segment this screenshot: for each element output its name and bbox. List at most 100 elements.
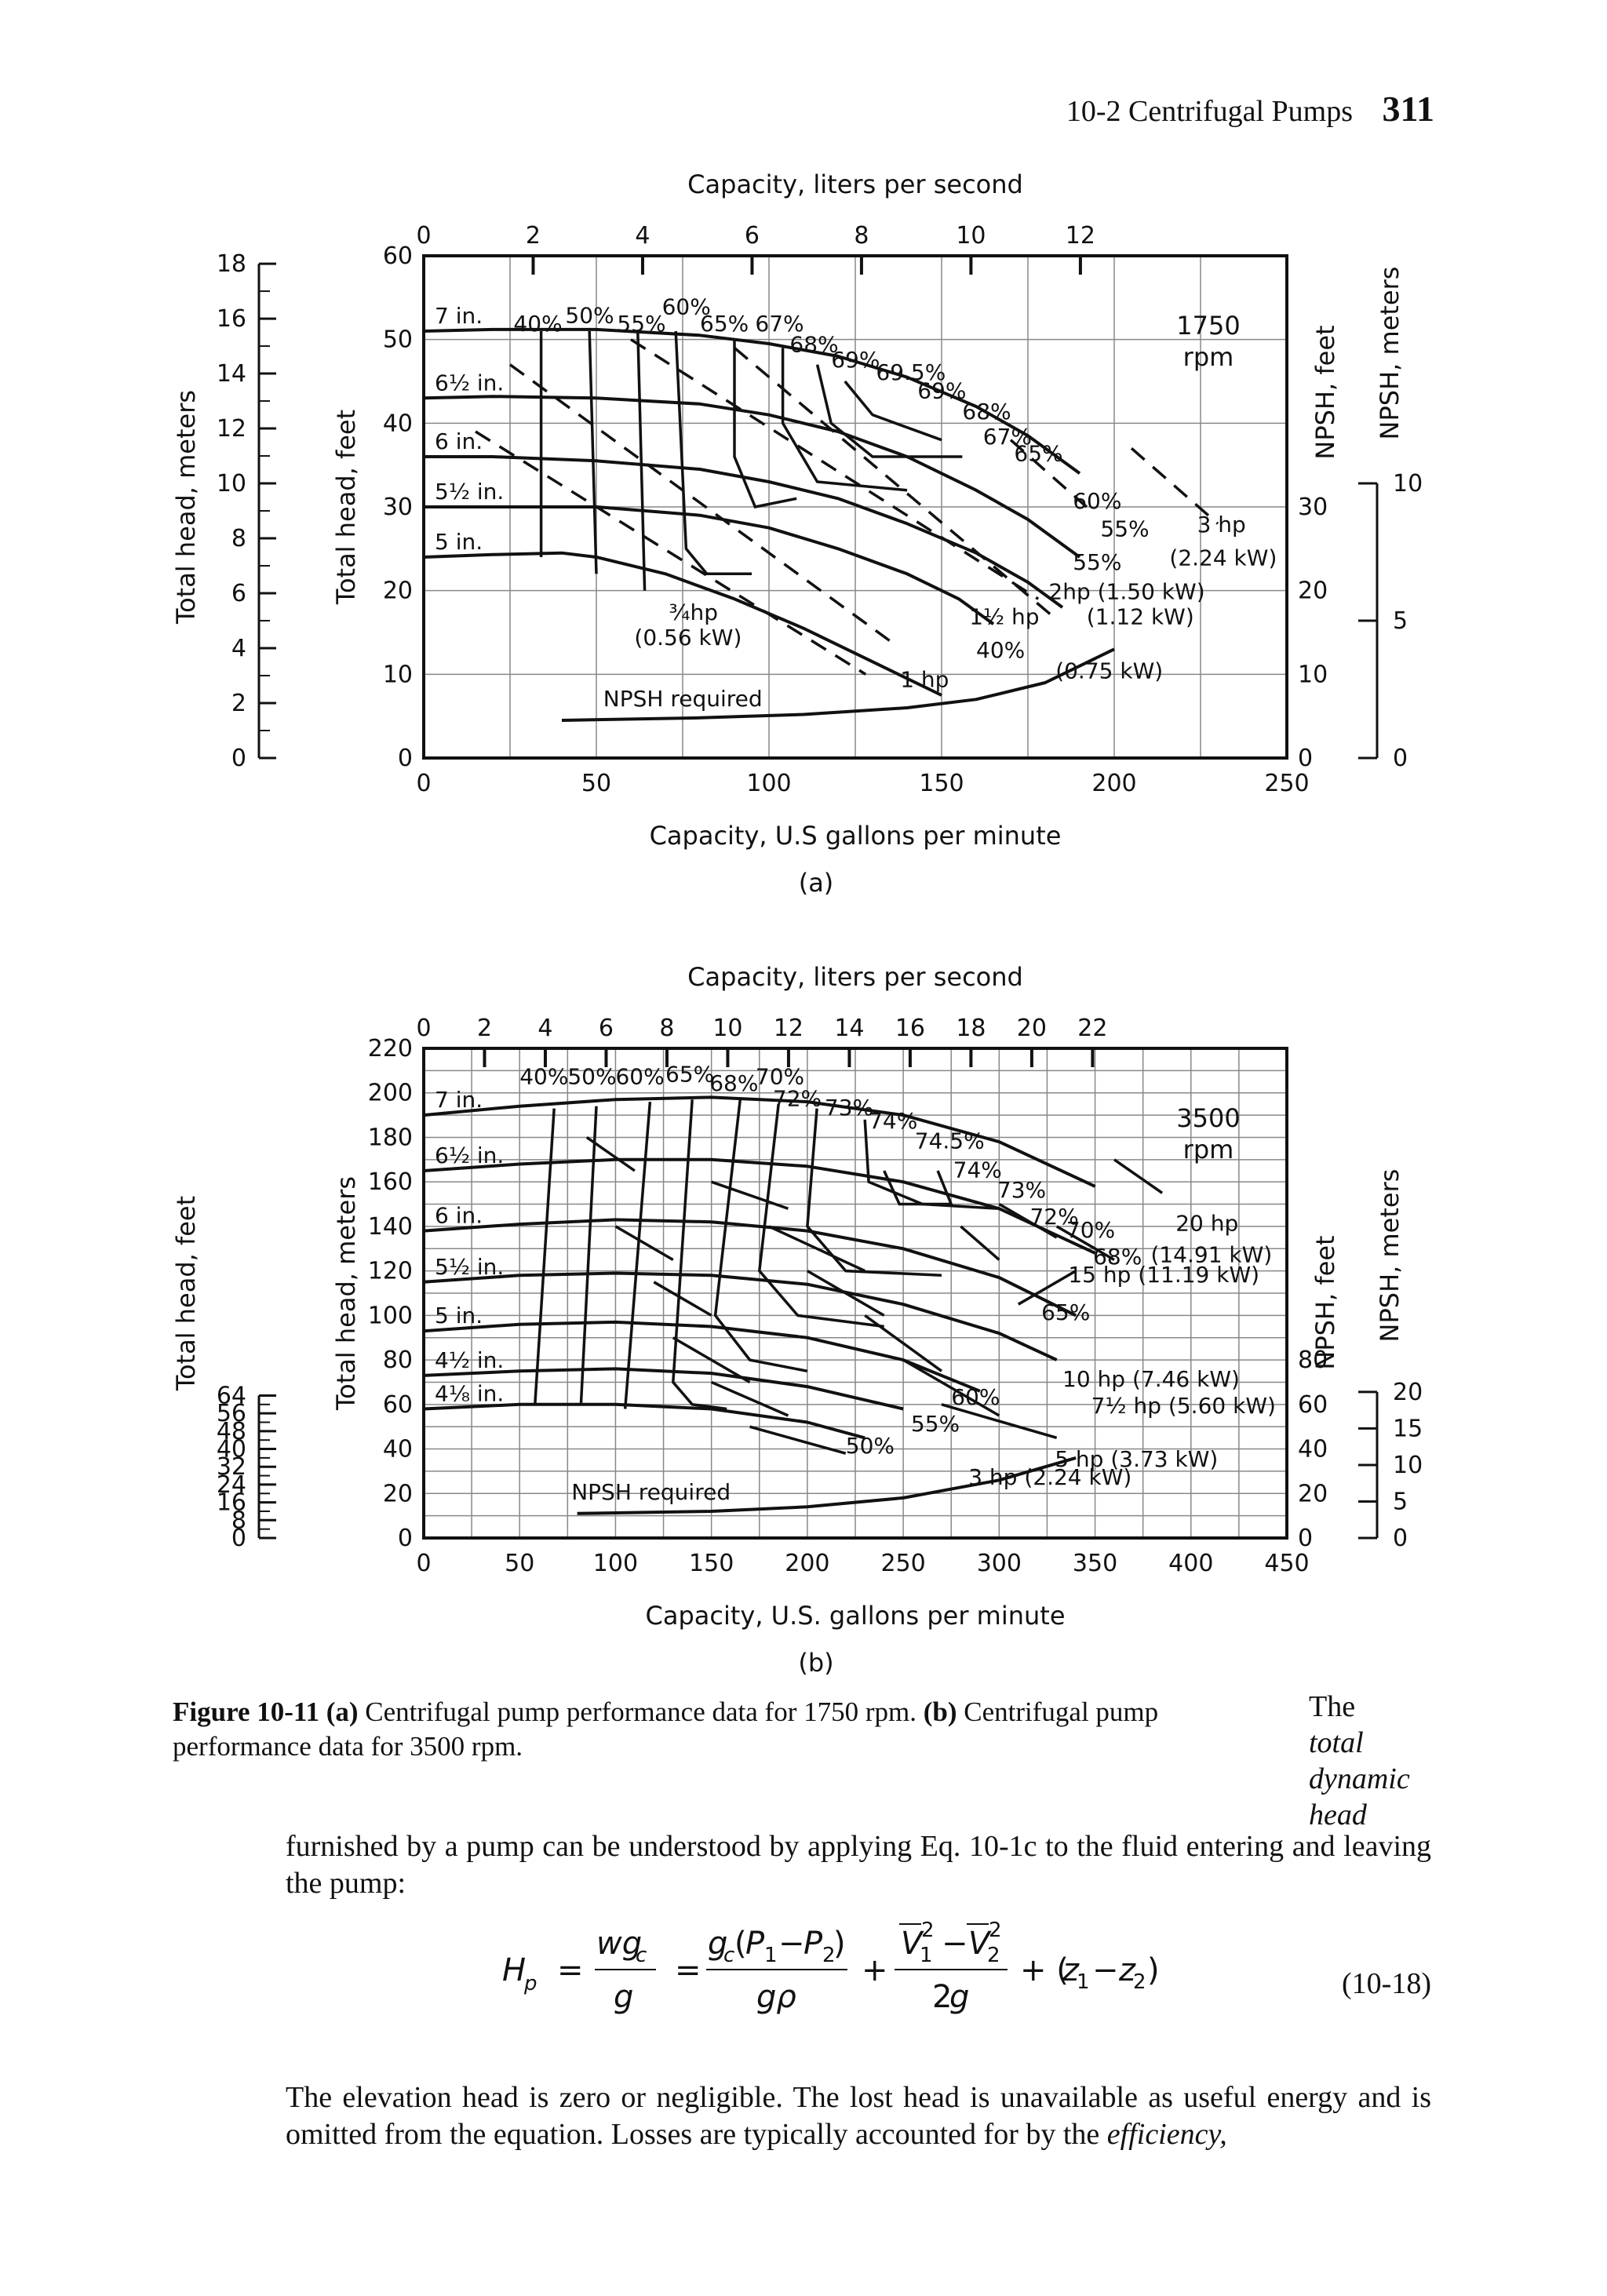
impeller-curve bbox=[423, 1402, 865, 1440]
svg-text:H: H bbox=[502, 1952, 526, 1988]
npsh-m-tick-label: 5 bbox=[1393, 1488, 1408, 1515]
impeller-curve bbox=[424, 505, 995, 625]
npsh-ft-tick-label: 20 bbox=[1298, 578, 1328, 605]
emphasis-word: efficiency, bbox=[1106, 2118, 1227, 2151]
x2-tick-label: 2 bbox=[526, 222, 541, 250]
npsh-ft-tick-label: 20 bbox=[1298, 1480, 1328, 1507]
outer-tick-label: 10 bbox=[217, 470, 246, 497]
power-label: 2hp (1.50 kW) bbox=[1048, 578, 1204, 604]
x2-tick-label: 10 bbox=[712, 1015, 742, 1042]
efficiency-label: 50% bbox=[567, 1063, 616, 1089]
impeller-curve bbox=[423, 1157, 1096, 1255]
x-tick-label: 250 bbox=[880, 1550, 925, 1577]
efficiency-label: 60% bbox=[951, 1384, 1000, 1410]
npsh-m-axis-title: NPSH, meters bbox=[1375, 267, 1405, 440]
efficiency-curve bbox=[883, 1170, 953, 1206]
inner-axis-title: Total head, meters bbox=[331, 1176, 361, 1411]
efficiency-curve bbox=[806, 1108, 942, 1277]
efficiency-curve bbox=[733, 339, 797, 509]
outer-tick-label: 6 bbox=[231, 580, 246, 607]
impeller-curve bbox=[423, 395, 1081, 559]
svg-text:P: P bbox=[745, 1926, 765, 1962]
npsh-m-tick-label: 15 bbox=[1393, 1415, 1423, 1442]
outer-axis-title: Total head, meters bbox=[171, 390, 201, 625]
efficiency-curve bbox=[815, 364, 963, 458]
svg-text:+: + bbox=[862, 1952, 888, 1988]
caption-b-text: Centrifugal pump performance data for 35… bbox=[173, 1696, 1159, 1762]
figure-label: Figure 10-11 bbox=[173, 1696, 319, 1727]
svg-text:1: 1 bbox=[764, 1944, 778, 1967]
impeller-label: 5 in. bbox=[435, 1303, 483, 1328]
impeller-label: 6½ in. bbox=[435, 370, 504, 395]
x2-axis-title: Capacity, liters per second bbox=[687, 169, 1023, 199]
power-line bbox=[1055, 1225, 1115, 1261]
power-line bbox=[614, 1225, 674, 1261]
impeller-label: 7 in. bbox=[435, 1087, 483, 1113]
npsh-m-tick-label: 0 bbox=[1393, 745, 1408, 772]
efficiency-curve bbox=[579, 1106, 598, 1405]
svg-text:V: V bbox=[968, 1926, 992, 1962]
svg-text:g: g bbox=[949, 1979, 969, 2015]
efficiency-label: 69% bbox=[831, 347, 880, 373]
x2-tick-label: 8 bbox=[854, 222, 869, 250]
impeller-curve bbox=[424, 455, 1064, 609]
outer-tick-label: 16 bbox=[217, 1489, 246, 1517]
power-label: (0.75 kW) bbox=[1055, 658, 1163, 684]
svg-text:gρ: gρ bbox=[756, 1979, 796, 2015]
outer-tick-label: 48 bbox=[217, 1418, 246, 1445]
outer-tick-label: 32 bbox=[217, 1453, 246, 1481]
impeller-label: 6 in. bbox=[435, 428, 483, 454]
equation: Hp = wgc g = gc (P 1 −P 2) gρ + V 12 − V 2… bbox=[502, 1919, 1160, 2015]
efficiency-label: 68% bbox=[1093, 1244, 1142, 1270]
impeller-curve bbox=[423, 1367, 904, 1411]
outer-tick-label: 40 bbox=[217, 1436, 246, 1463]
npsh-required-label: NPSH required bbox=[571, 1479, 731, 1505]
outer-tick-label: 56 bbox=[217, 1400, 246, 1427]
power-label: (14.91 kW) bbox=[1150, 1241, 1272, 1267]
svg-text:z: z bbox=[1062, 1952, 1080, 1988]
efficiency-label: 68% bbox=[789, 332, 838, 358]
y-tick-label: 140 bbox=[368, 1213, 413, 1241]
y-tick-label: 220 bbox=[368, 1035, 413, 1062]
x2-tick-label: 8 bbox=[659, 1015, 674, 1042]
efficiency-label: 40% bbox=[519, 1063, 568, 1089]
svg-text:c: c bbox=[723, 1944, 734, 1967]
efficiency-curve bbox=[674, 330, 752, 576]
svg-text:2: 2 bbox=[921, 1919, 935, 1942]
power-label: 15 hp (11.19 kW) bbox=[1068, 1262, 1259, 1288]
power-line bbox=[1130, 447, 1219, 525]
impeller-label: 4½ in. bbox=[435, 1347, 504, 1373]
outer-tick-label: 18 bbox=[217, 250, 246, 278]
efficiency-label: 74.5% bbox=[915, 1128, 985, 1154]
paragraph-text: The elevation head is zero or negligible… bbox=[286, 2081, 1431, 2151]
x-tick-label: 150 bbox=[919, 770, 964, 797]
power-line bbox=[1017, 1270, 1077, 1306]
speed-unit: rpm bbox=[1183, 342, 1234, 372]
y-tick-label: 120 bbox=[368, 1258, 413, 1285]
y-tick-label: 30 bbox=[383, 494, 413, 521]
npsh-ft-tick-label: 0 bbox=[1298, 1525, 1313, 1552]
x-tick-label: 250 bbox=[1264, 770, 1309, 797]
page-number: 311 bbox=[1382, 89, 1434, 129]
power-line bbox=[768, 1225, 865, 1273]
outer-tick-label: 14 bbox=[217, 360, 246, 388]
impeller-label: 5½ in. bbox=[435, 1254, 504, 1280]
npsh-ft-axis-title: NPSH, feet bbox=[1310, 325, 1340, 459]
x-tick-label: 450 bbox=[1264, 1550, 1309, 1577]
margin-note-word: head bbox=[1309, 1799, 1367, 1831]
efficiency-label: 65% bbox=[1041, 1299, 1090, 1325]
efficiency-label: 50% bbox=[846, 1433, 895, 1459]
npsh-ft-tick-label: 30 bbox=[1298, 494, 1328, 521]
x-tick-label: 50 bbox=[505, 1550, 534, 1577]
power-line bbox=[630, 338, 1040, 600]
efficiency-label: 55% bbox=[617, 311, 665, 337]
power-line bbox=[941, 1403, 1058, 1440]
efficiency-curve bbox=[713, 1099, 808, 1373]
efficiency-label: 60% bbox=[615, 1063, 664, 1089]
efficiency-label: 50% bbox=[565, 302, 614, 328]
svg-text:=: = bbox=[675, 1952, 701, 1988]
svg-text:z: z bbox=[1118, 1952, 1136, 1988]
svg-text:p: p bbox=[523, 1972, 537, 1995]
impeller-curve bbox=[423, 327, 1081, 475]
